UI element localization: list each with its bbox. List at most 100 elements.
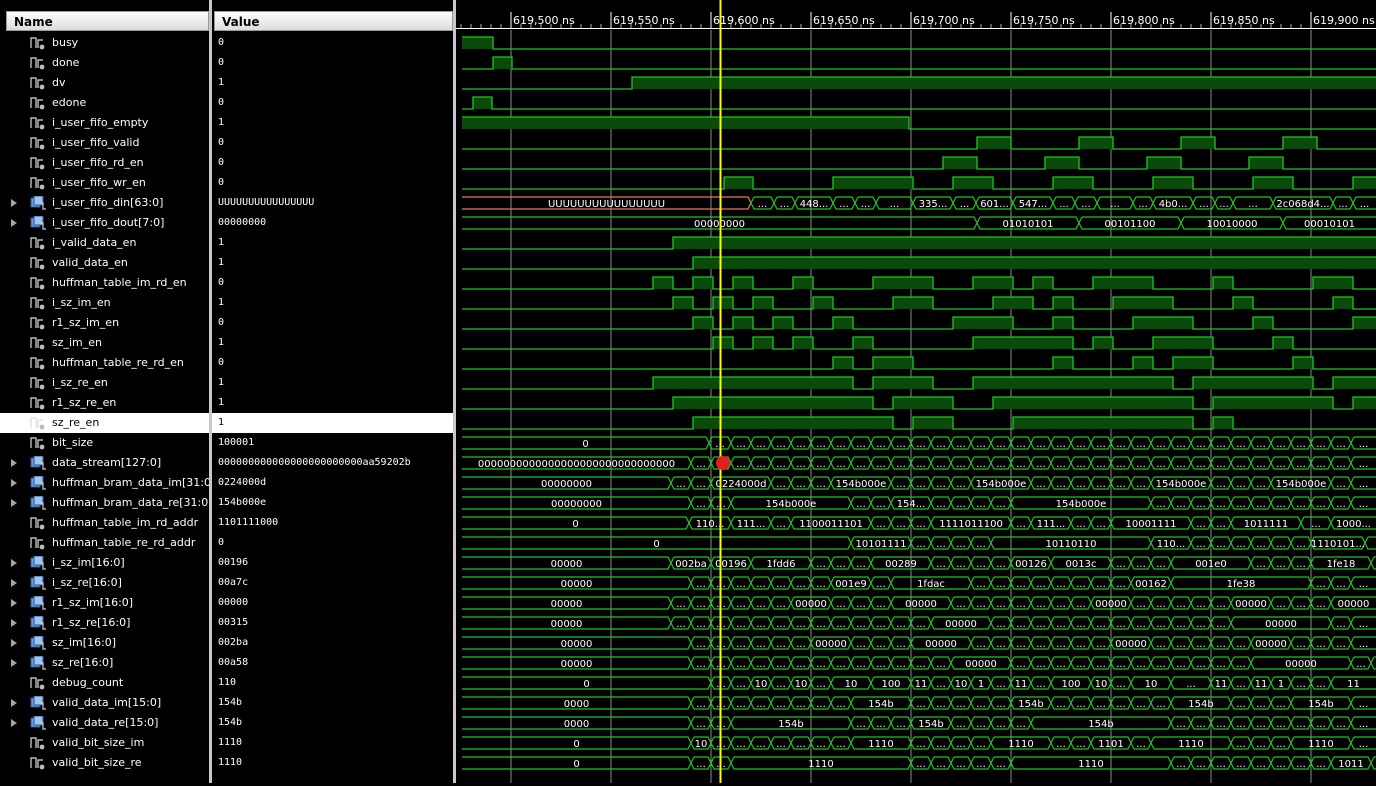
bus-segment bbox=[1350, 436, 1376, 450]
waveform-valid-bit-size-re[interactable]: 0...... 1110............... 1110..........… bbox=[462, 756, 1376, 770]
signal-row-i-user-fifo-rd-en[interactable]: i_user_fifo_rd_en bbox=[0, 153, 209, 173]
signal-row-busy[interactable]: busy bbox=[0, 33, 209, 53]
signal-row-done[interactable]: done bbox=[0, 53, 209, 73]
expand-arrow-icon[interactable] bbox=[11, 459, 17, 467]
waveform-i-user-fifo-dout[interactable]: 0000000001010101001011001001000000010101 bbox=[462, 216, 1376, 230]
waveform-canvas[interactable]: 619,500 ns 619,550 ns 619,600 ns 619,650 ns… bbox=[456, 0, 1376, 783]
signal-row-r1-sz-re[interactable]: r1_sz_re[16:0] bbox=[0, 613, 209, 633]
waveform-valid-data-re[interactable]: 0000...... 154b......... 154b............ 1… bbox=[462, 716, 1376, 730]
waveform-sz-im[interactable]: 00000.................. 00000......... 000… bbox=[462, 636, 1376, 650]
signal-row-i-sz-re-en[interactable]: i_sz_re_en bbox=[0, 373, 209, 393]
signal-row-valid-data-im[interactable]: valid_data_im[15:0] bbox=[0, 693, 209, 713]
name-column-header[interactable]: Name bbox=[6, 11, 209, 31]
waveform-i-user-fifo-rd-en[interactable] bbox=[462, 156, 1376, 170]
bus-ellipsis-label: ... bbox=[1276, 559, 1286, 570]
expand-arrow-icon[interactable] bbox=[11, 639, 17, 647]
waveform-data-stream[interactable]: 0000000000000000000000000000000.........… bbox=[462, 456, 1376, 470]
waveform-huffman-table-im-rd-addr[interactable]: 0 110... 111...... 1100011101......... 11110… bbox=[462, 516, 1376, 530]
signal-row-bit-size[interactable]: bit_size bbox=[0, 433, 209, 453]
signal-row-i-sz-re[interactable]: i_sz_re[16:0] bbox=[0, 573, 209, 593]
signal-row-huffman-table-im-rd-en[interactable]: huffman_table_im_rd_en bbox=[0, 273, 209, 293]
waveform-i-sz-re-en[interactable] bbox=[462, 376, 1376, 390]
signal-row-data-stream[interactable]: data_stream[127:0] bbox=[0, 453, 209, 473]
signal-row-valid-bit-size-im[interactable]: valid_bit_size_im bbox=[0, 733, 209, 753]
waveform-r1-sz-re[interactable]: 00000...................................… bbox=[462, 616, 1376, 630]
waveform-huffman-bram-data-re[interactable]: 00000000...... 154b000e...... 154.........… bbox=[462, 496, 1376, 510]
expand-arrow-icon[interactable] bbox=[11, 699, 17, 707]
waveform-huffman-table-re-rd-addr[interactable]: 0 10101111............ 10110110 110........… bbox=[462, 536, 1376, 550]
value-column-header[interactable]: Value bbox=[214, 11, 453, 31]
waveform-sz-re-en[interactable] bbox=[462, 416, 1376, 430]
waveform-r1-sz-re-en[interactable] bbox=[462, 396, 1376, 410]
signal-row-i-sz-im-en[interactable]: i_sz_im_en bbox=[0, 293, 209, 313]
signal-row-i-user-fifo-wr-en[interactable]: i_user_fifo_wr_en bbox=[0, 173, 209, 193]
waveform-i-sz-re[interactable]: 00000..................... 001e9... 1fdac.… bbox=[462, 576, 1376, 590]
signal-row-sz-re[interactable]: sz_re[16:0] bbox=[0, 653, 209, 673]
waveform-i-user-fifo-din[interactable]: UUUUUUUUUUUUUUUU...... 448............ 335… bbox=[462, 196, 1376, 210]
signal-row-edone[interactable]: edone bbox=[0, 93, 209, 113]
signal-row-sz-im[interactable]: sz_im[16:0] bbox=[0, 633, 209, 653]
signal-row-debug-count[interactable]: debug_count bbox=[0, 673, 209, 693]
waveform-busy[interactable] bbox=[462, 36, 1376, 50]
expand-arrow-icon[interactable] bbox=[11, 599, 17, 607]
waveform-bit-size[interactable]: 0.......................................… bbox=[462, 436, 1376, 450]
expand-arrow-icon[interactable] bbox=[11, 579, 17, 587]
expand-arrow-icon[interactable] bbox=[11, 659, 17, 667]
waveform-edone[interactable] bbox=[462, 96, 1376, 110]
waveform-valid-data-en[interactable] bbox=[462, 256, 1376, 270]
waveform-sz-re[interactable]: 00000...................................… bbox=[462, 656, 1376, 670]
expand-arrow-icon[interactable] bbox=[11, 499, 17, 507]
waveform-valid-bit-size-im[interactable]: 0 10..................... 1110............… bbox=[462, 736, 1376, 750]
expand-arrow-icon[interactable] bbox=[11, 199, 17, 207]
signal-row-i-user-fifo-empty[interactable]: i_user_fifo_empty bbox=[0, 113, 209, 133]
waveform-r1-sz-im-en[interactable] bbox=[462, 316, 1376, 330]
expand-arrow-icon[interactable] bbox=[11, 719, 17, 727]
expand-arrow-icon[interactable] bbox=[11, 559, 17, 567]
signal-row-huffman-table-re-rd-addr[interactable]: huffman_table_re_rd_addr bbox=[0, 533, 209, 553]
signal-row-i-valid-data-en[interactable]: i_valid_data_en bbox=[0, 233, 209, 253]
signal-row-i-user-fifo-din[interactable]: i_user_fifo_din[63:0] bbox=[0, 193, 209, 213]
signal-row-huffman-table-im-rd-addr[interactable]: huffman_table_im_rd_addr bbox=[0, 513, 209, 533]
signal-row-huffman-table-re-rd-en[interactable]: huffman_table_re_rd_en bbox=[0, 353, 209, 373]
signal-row-r1-sz-re-en[interactable]: r1_sz_re_en bbox=[0, 393, 209, 413]
bus-ellipsis-label: ... bbox=[856, 599, 866, 610]
waveform-i-user-fifo-wr-en[interactable] bbox=[462, 176, 1376, 190]
waveform-i-sz-im-en[interactable] bbox=[462, 296, 1376, 310]
waveform-i-sz-im[interactable]: 00000 002ba 00196 1fdd6......... 00289......… bbox=[462, 556, 1376, 570]
signal-row-valid-data-en[interactable]: valid_data_en bbox=[0, 253, 209, 273]
expand-arrow-icon[interactable] bbox=[11, 219, 17, 227]
bus-segment bbox=[1010, 676, 1032, 690]
waveform-huffman-bram-data-im[interactable]: 00000000...... 0224000d......... 154b000e.… bbox=[462, 476, 1376, 490]
waveform-dv[interactable] bbox=[462, 76, 1376, 90]
signal-row-i-user-fifo-valid[interactable]: i_user_fifo_valid bbox=[0, 133, 209, 153]
signal-row-sz-im-en[interactable]: sz_im_en bbox=[0, 333, 209, 353]
signal-value: 1110 bbox=[218, 737, 243, 748]
value-wave-splitter[interactable] bbox=[453, 0, 456, 783]
waveform-valid-data-im[interactable]: 0000........................ 154b........… bbox=[462, 696, 1376, 710]
bus-value-label: 1011 bbox=[1338, 759, 1363, 770]
waveform-r1-sz-im[interactable]: 00000.................. 00000......... 000… bbox=[462, 596, 1376, 610]
signal-row-i-user-fifo-dout[interactable]: i_user_fifo_dout[7:0] bbox=[0, 213, 209, 233]
waveform-done[interactable] bbox=[462, 56, 1376, 70]
signal-row-r1-sz-im-en[interactable]: r1_sz_im_en bbox=[0, 313, 209, 333]
waveform-panel[interactable]: 619,500 ns 619,550 ns 619,600 ns 619,650 ns… bbox=[456, 0, 1376, 783]
waveform-huffman-table-im-rd-en[interactable] bbox=[462, 276, 1376, 290]
signal-row-valid-bit-size-re[interactable]: valid_bit_size_re bbox=[0, 753, 209, 773]
expand-arrow-icon[interactable] bbox=[11, 619, 17, 627]
signal-row-dv[interactable]: dv bbox=[0, 73, 209, 93]
name-value-splitter[interactable] bbox=[209, 0, 212, 783]
waveform-i-user-fifo-empty[interactable] bbox=[462, 116, 1376, 130]
signal-row-r1-sz-im[interactable]: r1_sz_im[16:0] bbox=[0, 593, 209, 613]
waveform-i-valid-data-en[interactable] bbox=[462, 236, 1376, 250]
waveform-huffman-table-re-rd-en[interactable] bbox=[462, 356, 1376, 370]
signal-row-valid-data-re[interactable]: valid_data_re[15:0] bbox=[0, 713, 209, 733]
waveform-debug-count[interactable]: 0...... 10... 10... 10 100 11... 10 1... 11... 10… bbox=[462, 676, 1376, 690]
waveform-sz-im-en[interactable] bbox=[462, 336, 1376, 350]
signal-row-sz-re-en[interactable]: sz_re_en bbox=[0, 413, 209, 433]
signal-row-i-sz-im[interactable]: i_sz_im[16:0] bbox=[0, 553, 209, 573]
waveform-i-user-fifo-valid[interactable] bbox=[462, 136, 1376, 150]
expand-arrow-icon[interactable] bbox=[11, 479, 17, 487]
signal-row-huffman-bram-data-im[interactable]: huffman_bram_data_im[31:0] bbox=[0, 473, 215, 493]
signal-row-huffman-bram-data-re[interactable]: huffman_bram_data_re[31:0] bbox=[0, 493, 213, 513]
marker-dot[interactable] bbox=[716, 456, 730, 470]
